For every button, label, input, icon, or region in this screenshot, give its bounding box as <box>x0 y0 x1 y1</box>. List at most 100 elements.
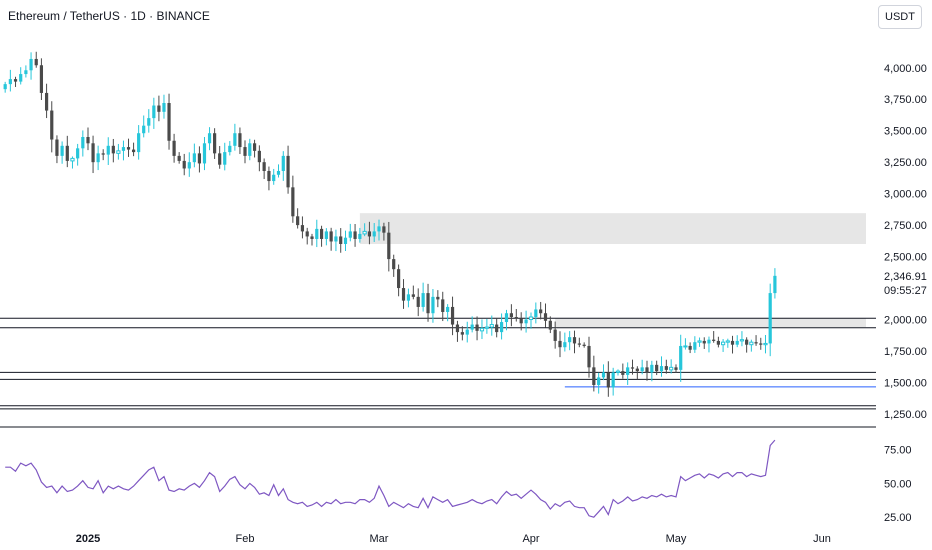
candle <box>228 141 232 156</box>
candle <box>172 133 176 163</box>
last-price-value: 2,346.91 <box>884 271 927 283</box>
candle <box>187 152 191 177</box>
candle <box>39 58 44 100</box>
rsi-axis[interactable]: 75.00 50.00 25.00 <box>884 445 912 525</box>
candle <box>630 359 635 375</box>
chart-title[interactable]: Ethereum / TetherUS · 1D · BINANCE <box>8 9 210 23</box>
candle <box>262 158 266 180</box>
candle <box>514 309 518 322</box>
candle <box>343 230 348 251</box>
candle <box>441 291 445 322</box>
candle <box>372 223 376 242</box>
candle <box>455 320 460 342</box>
candle <box>693 336 697 353</box>
candle <box>539 301 543 320</box>
candle <box>674 364 678 373</box>
candle <box>248 138 252 161</box>
candle <box>147 109 151 133</box>
candle <box>587 336 591 378</box>
candle <box>707 336 711 353</box>
candle <box>300 216 305 239</box>
price-tick-label: 3,500.00 <box>884 126 927 138</box>
levels-layer <box>0 317 876 428</box>
candle <box>650 360 654 382</box>
candle <box>24 65 28 78</box>
candle <box>382 222 386 241</box>
candle <box>754 335 758 346</box>
candle <box>76 143 80 166</box>
time-axis[interactable]: 2025 Feb Mar Apr May Jun <box>76 533 831 545</box>
candle <box>252 139 257 158</box>
candle <box>329 227 333 251</box>
time-tick-label: 2025 <box>76 533 100 545</box>
candle <box>60 141 64 164</box>
currency-button[interactable]: USDT <box>878 5 922 29</box>
candles-layer <box>3 51 777 397</box>
price-axis[interactable]: 4,000.00 3,750.00 3,500.00 3,250.00 3,000.00… <box>884 63 927 421</box>
candle <box>626 362 630 385</box>
candle <box>81 130 85 157</box>
candle <box>50 101 54 153</box>
candle <box>664 359 668 374</box>
price-tick-label: 3,000.00 <box>884 189 927 201</box>
candle <box>142 115 146 138</box>
candle <box>465 321 469 343</box>
candle <box>504 309 509 331</box>
candle <box>267 166 271 191</box>
candle <box>218 146 222 169</box>
candle <box>730 335 735 354</box>
candle <box>367 221 372 245</box>
candle <box>324 228 328 246</box>
candle <box>243 140 247 164</box>
candle <box>202 137 207 171</box>
candle <box>152 97 156 129</box>
rsi-line <box>5 439 776 518</box>
candle <box>739 331 745 347</box>
zones-layer <box>359 213 866 328</box>
candle <box>606 361 610 397</box>
candle <box>401 279 406 309</box>
price-tick-label: 1,500.00 <box>884 377 927 389</box>
candle <box>495 318 499 338</box>
candle <box>387 221 391 272</box>
candle <box>296 208 300 229</box>
candle <box>167 93 171 150</box>
candle <box>286 145 290 194</box>
candle <box>362 223 367 237</box>
candle <box>572 330 577 354</box>
time-tick-label: Feb <box>236 533 255 545</box>
candle <box>716 336 720 348</box>
price-tick-label: 3,250.00 <box>884 157 927 169</box>
candle <box>223 142 227 171</box>
price-tick-label: 2,000.00 <box>884 315 927 327</box>
candle <box>735 335 739 348</box>
candle <box>773 268 777 299</box>
candle <box>8 69 12 92</box>
candle <box>3 81 7 93</box>
candle <box>426 283 430 322</box>
price-tick-label: 2,500.00 <box>884 252 927 264</box>
candle <box>470 316 474 333</box>
candle <box>162 94 166 119</box>
candle <box>655 360 659 376</box>
candle <box>460 326 464 341</box>
candle <box>621 363 625 379</box>
candle <box>34 51 38 68</box>
candle <box>679 334 683 382</box>
candle <box>213 128 217 159</box>
candle <box>319 225 324 247</box>
candle <box>65 135 69 168</box>
candle <box>233 123 237 151</box>
candle <box>597 372 601 394</box>
candle <box>358 227 362 243</box>
price-tick-label: 1,250.00 <box>884 409 927 421</box>
candle <box>207 127 212 151</box>
candle <box>431 289 435 323</box>
candle <box>725 338 730 348</box>
candle <box>121 140 126 161</box>
candle <box>55 135 59 164</box>
price-tick-label: 4,000.00 <box>884 63 927 75</box>
candle <box>44 83 49 119</box>
